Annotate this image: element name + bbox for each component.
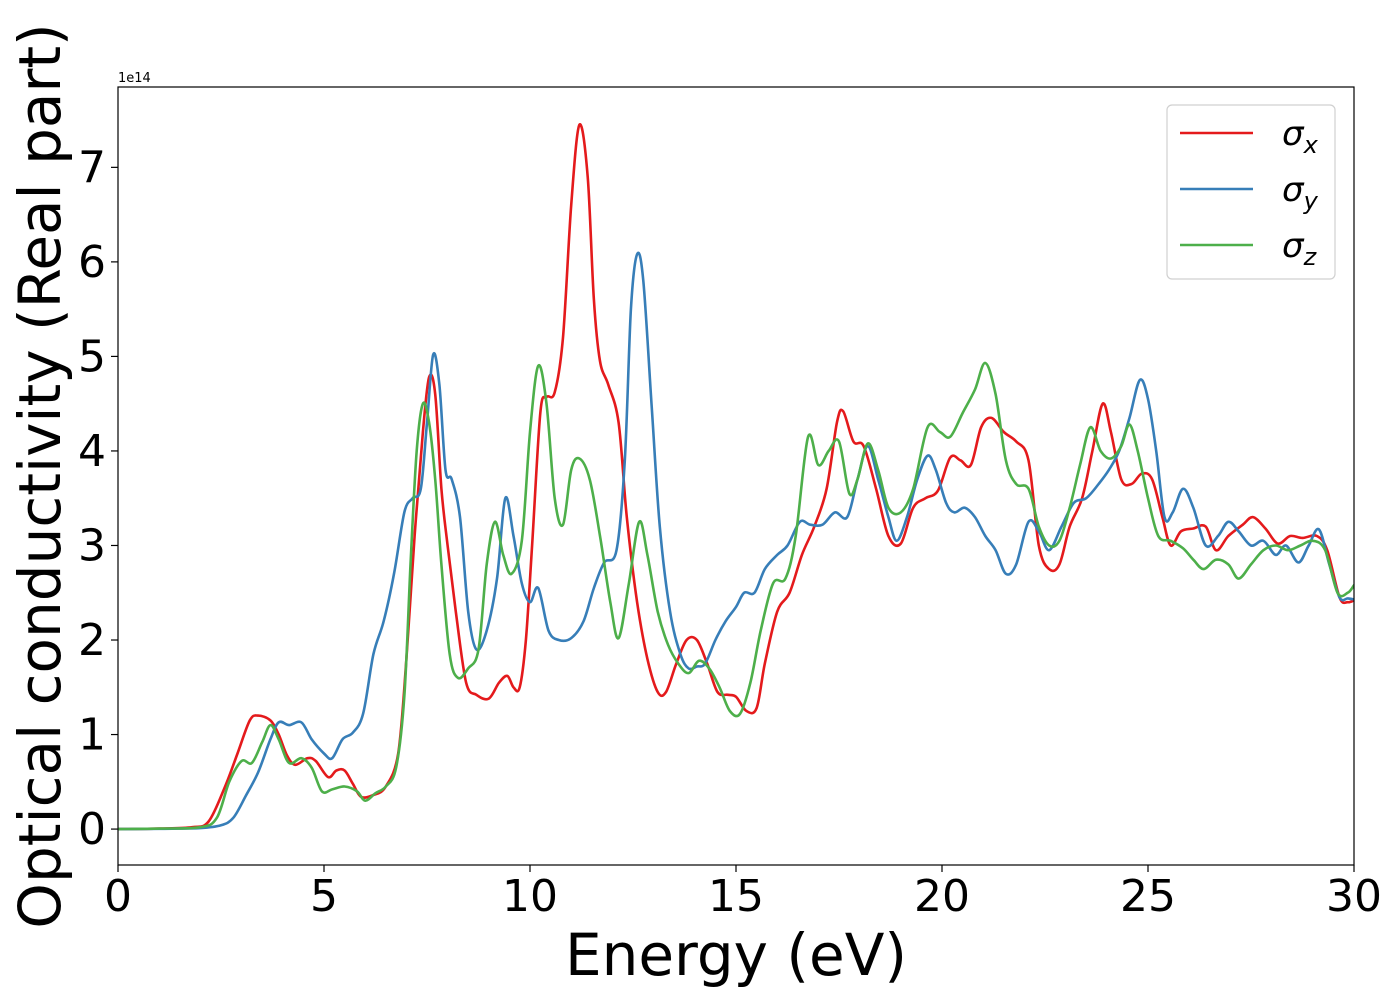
y-tick-label: 4 [78,426,106,477]
y-offset-label: 1e14 [118,71,151,86]
x-tick-label: 30 [1326,871,1382,922]
y-tick-label: 7 [78,142,106,193]
y-tick-label: 1 [78,710,106,761]
y-tick-label: 5 [78,331,106,382]
legend-label-y: σy [1282,170,1319,215]
y-axis-title: Optical conductivity (Real part) [6,23,74,928]
y-tick-label: 2 [78,615,106,666]
series-line-y [118,251,1354,831]
x-tick-label: 20 [914,871,970,922]
legend: σx σy σz [1166,104,1336,280]
legend-label-x: σx [1282,114,1319,159]
y-tick-label: 0 [78,804,106,855]
legend-label-z: σz [1282,226,1318,271]
x-tick-label: 15 [708,871,764,922]
series-layer [118,123,1354,831]
legend-box [1166,104,1336,280]
x-axis-title: Energy (eV) [565,921,907,989]
x-tick-label: 25 [1120,871,1176,922]
y-tick-label: 3 [78,520,106,571]
ticks-layer: 0 5 10 15 20 25 30 0 1 2 3 4 5 6 7 [78,142,1382,922]
x-tick-label: 5 [310,871,338,922]
y-tick-label: 6 [78,237,106,288]
x-tick-label: 0 [104,871,132,922]
x-tick-label: 10 [502,871,558,922]
series-line-z [118,361,1354,831]
